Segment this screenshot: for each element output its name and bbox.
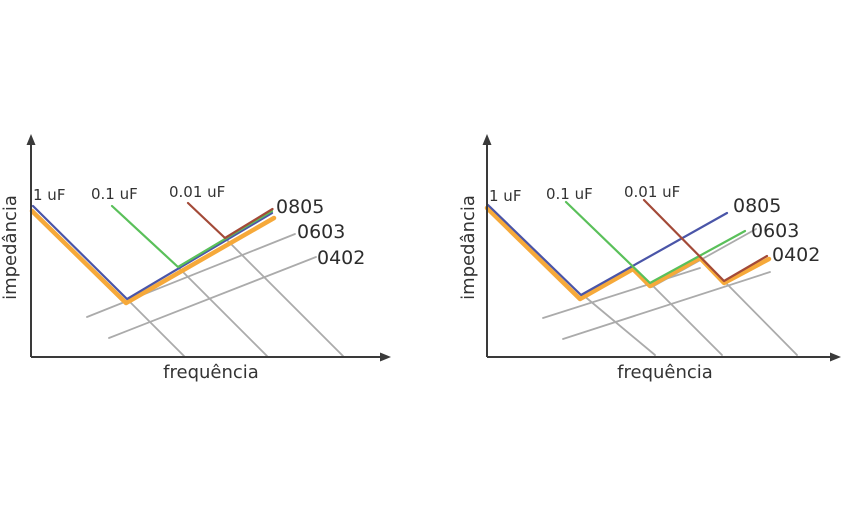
left-pkg-0603-gray-line — [86, 233, 296, 318]
right-x-axis-arrow-icon — [830, 352, 841, 362]
right-cap-001uf-gray-extension — [724, 281, 798, 356]
right-esl-0805-gray-extension — [542, 267, 701, 319]
left-cap-001uf-gray-extension — [224, 237, 344, 357]
right-cap-label-01uf: 0.1 uF — [546, 185, 593, 203]
left-cap-01uf-curve — [110, 204, 274, 269]
left-cap-1uf-curve — [31, 204, 274, 301]
right-x-axis-label: frequência — [617, 362, 713, 383]
right-y-axis-arrow-icon — [482, 134, 492, 145]
right-cap-001uf-curve — [642, 198, 769, 283]
left-parallel-envelope-curve — [29, 208, 277, 306]
left-x-axis-arrow-icon — [380, 352, 391, 362]
right-pkg-label-0805: 0805 — [733, 195, 782, 217]
left-pkg-label-0805: 0805 — [276, 196, 325, 218]
right-esl-0402-gray-extension — [562, 271, 771, 340]
right-pkg-label-0402: 0402 — [772, 244, 821, 266]
right-cap-01uf-gray-extension — [650, 283, 723, 356]
left-y-axis-arrow-icon — [26, 134, 36, 145]
left-y-axis-label: impedância — [0, 195, 22, 300]
left-cap-1uf-gray-extension — [127, 299, 185, 357]
right-y-axis-label: impedância — [458, 195, 480, 300]
right-cap-1uf-curve — [486, 203, 729, 297]
right-cap-label-001uf: 0.01 uF — [624, 183, 681, 201]
left-cap-001uf-curve — [186, 201, 274, 240]
left-pkg-label-0603: 0603 — [297, 221, 346, 243]
right-cap-1uf-gray-extension — [582, 294, 656, 356]
right-pkg-label-0603: 0603 — [751, 220, 800, 242]
left-cap-label-1uf: 1 uF — [33, 186, 66, 204]
left-cap-01uf-gray-extension — [177, 266, 268, 357]
left-pkg-label-0402: 0402 — [317, 247, 366, 269]
left-cap-label-001uf: 0.01 uF — [169, 183, 226, 201]
right-parallel-envelope-curve — [484, 205, 772, 302]
right-cap-01uf-curve — [564, 200, 747, 285]
right-cap-label-1uf: 1 uF — [489, 187, 522, 205]
left-pkg-0402-gray-line — [108, 256, 317, 339]
left-x-axis-label: frequência — [163, 362, 259, 383]
left-cap-label-01uf: 0.1 uF — [91, 185, 138, 203]
